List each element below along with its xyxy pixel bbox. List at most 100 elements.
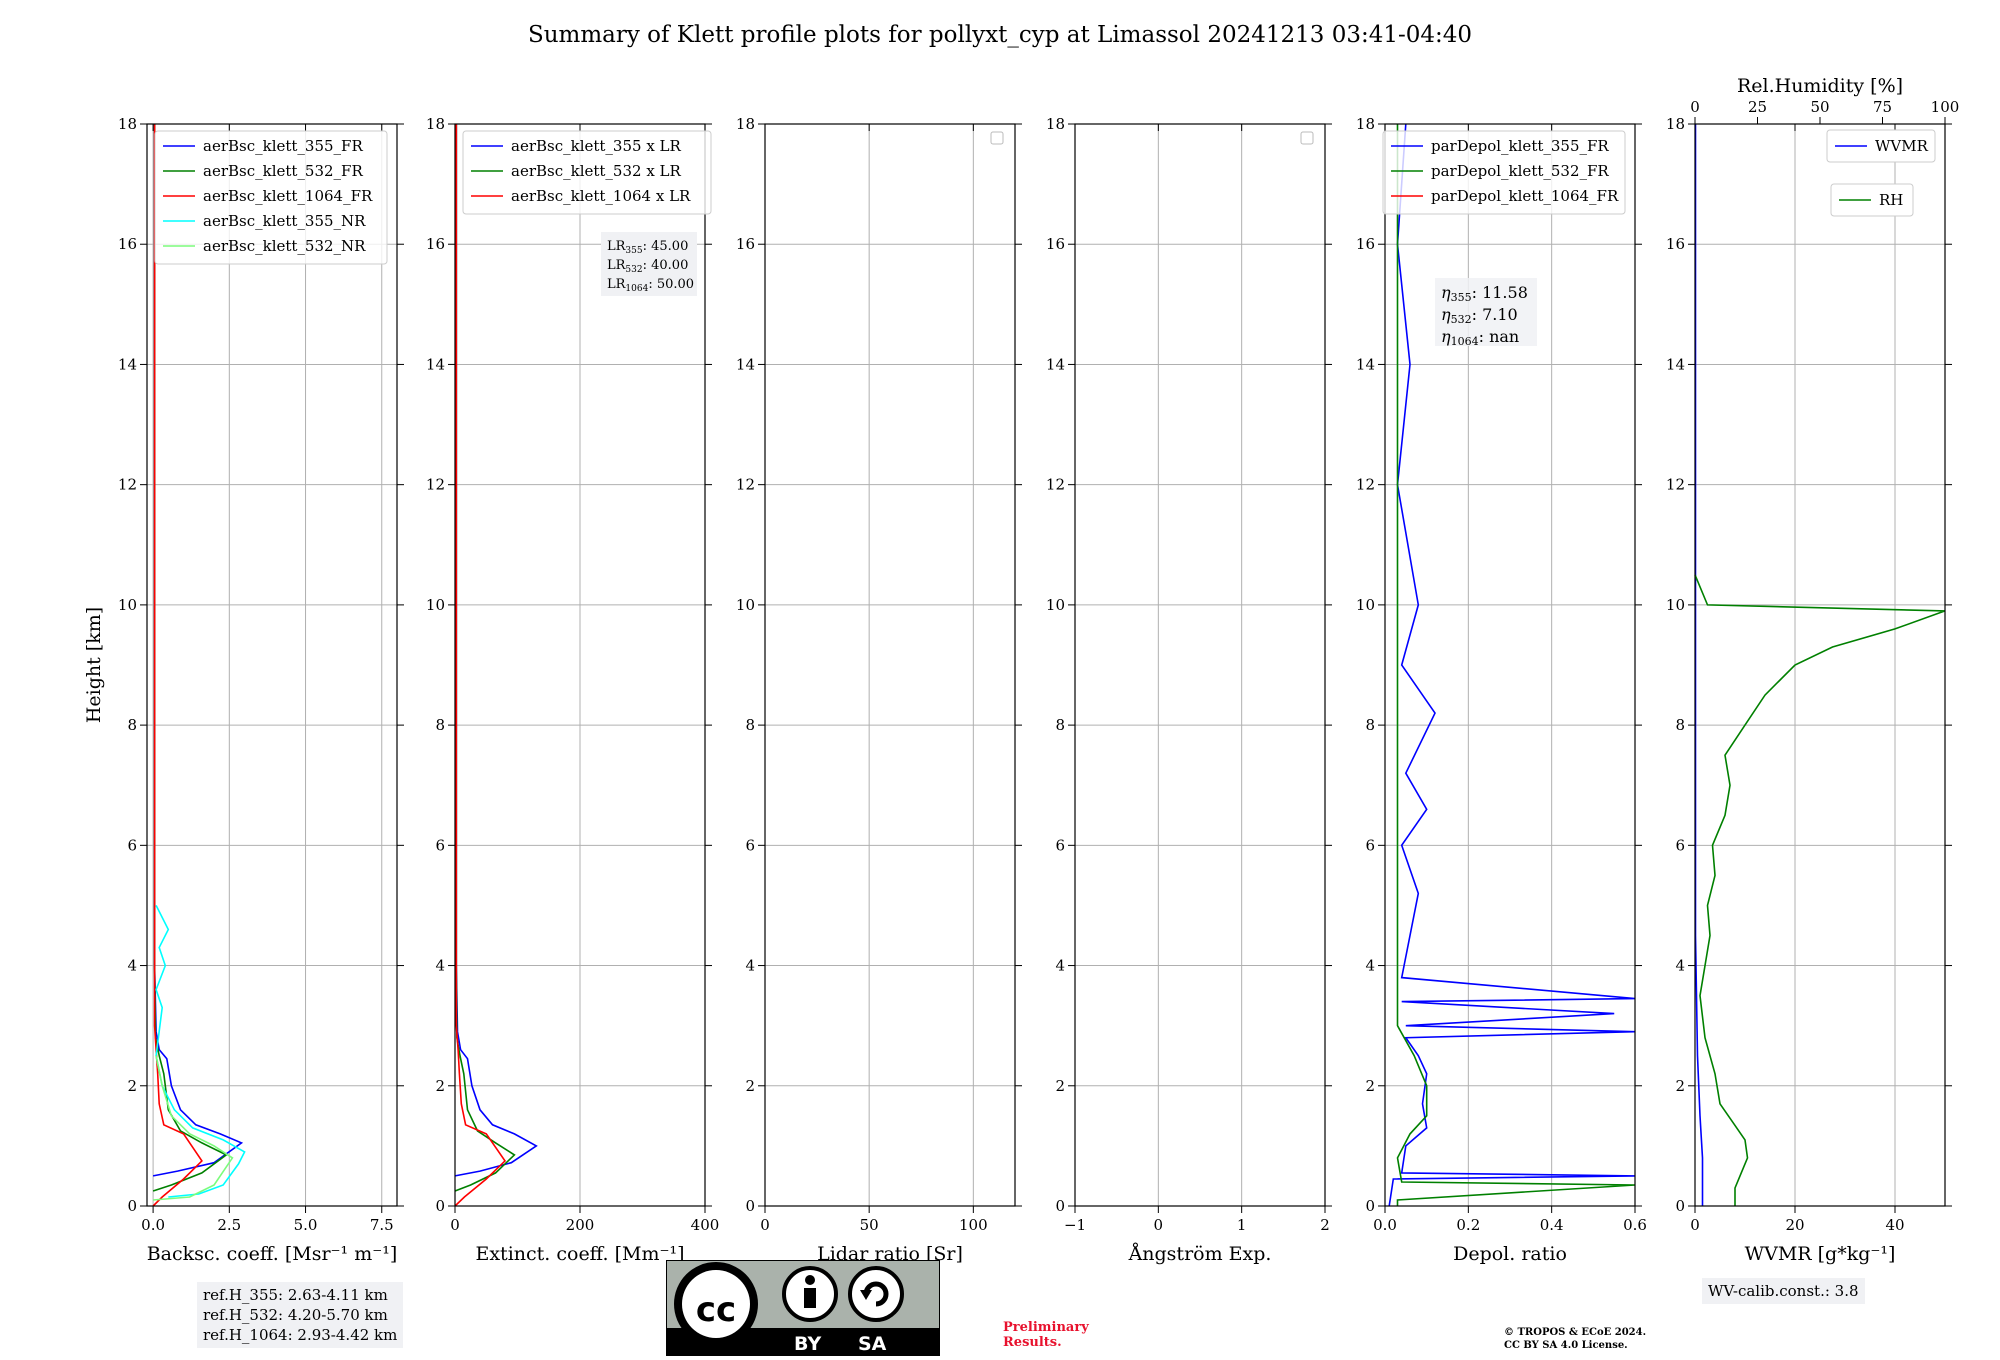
legend-entry: aerBsc_klett_532_FR bbox=[203, 162, 363, 180]
xtick-label: 200 bbox=[566, 1216, 595, 1234]
series-parDepol_klett_532_FR bbox=[1396, 124, 1636, 1206]
ytick-label: 6 bbox=[1055, 836, 1065, 854]
legend-entry: parDepol_klett_1064_FR bbox=[1431, 187, 1619, 205]
copyright-note: © TROPOS & ECoE 2024. CC BY SA 4.0 Licen… bbox=[1504, 1326, 1646, 1352]
ytick-label: 8 bbox=[1675, 716, 1685, 734]
ytick-label: 0 bbox=[1055, 1197, 1065, 1215]
cc-badge-cc-text: cc bbox=[695, 1290, 737, 1330]
ref-height-355: ref.H_355: 2.63-4.11 km bbox=[203, 1286, 388, 1304]
ytick-label: 2 bbox=[1675, 1077, 1685, 1095]
ytick-label: 0 bbox=[1365, 1197, 1375, 1215]
empty-legend-box bbox=[1300, 131, 1314, 145]
ytick-label: 16 bbox=[1666, 235, 1685, 253]
reference-height-box: ref.H_355: 2.63-4.11 km ref.H_532: 4.20-… bbox=[197, 1282, 404, 1348]
ytick-label: 0 bbox=[1675, 1197, 1685, 1215]
axes-frame bbox=[1384, 123, 1636, 1207]
xtick-label: 0 bbox=[450, 1216, 460, 1234]
legend-entry: aerBsc_klett_1064 x LR bbox=[511, 187, 691, 205]
series-aerBsc_klett_1064_FR bbox=[152, 124, 203, 1207]
xtick-label: 0.6 bbox=[1623, 1216, 1647, 1234]
ytick-label: 14 bbox=[1046, 355, 1065, 373]
xtick-label: 400 bbox=[691, 1216, 720, 1234]
xaxis-label: Depol. ratio bbox=[1453, 1243, 1567, 1265]
ytick-label: 2 bbox=[745, 1077, 755, 1095]
series-parDepol_klett_355_FR bbox=[1388, 123, 1636, 1207]
ytick-label: 8 bbox=[435, 716, 445, 734]
ytick-label: 14 bbox=[1356, 355, 1375, 373]
ytick-label: 4 bbox=[1675, 957, 1685, 975]
preliminary-results-note: Preliminary Results. bbox=[1003, 1320, 1089, 1350]
xtick-label: 100 bbox=[959, 1216, 988, 1234]
series-WVMR bbox=[1694, 124, 1704, 1206]
empty-legend-box bbox=[990, 131, 1004, 145]
ytick-label: 12 bbox=[1666, 476, 1685, 494]
xtick-label: 1 bbox=[1237, 1216, 1247, 1234]
xaxis-label: Extinct. coeff. [Mm⁻¹] bbox=[475, 1243, 684, 1265]
panel-backscatter: 0 2 4 6 8 10 12 14 16 18 0.0 2.5 5.0 7.5 Backsc. coeff… bbox=[83, 115, 404, 1265]
eta-532: η532: 7.10 bbox=[1441, 305, 1518, 326]
ytick-label: 10 bbox=[1046, 596, 1065, 614]
ytick-label: 18 bbox=[1046, 115, 1065, 133]
top-xtick-label: 75 bbox=[1873, 98, 1892, 116]
ytick-label: 8 bbox=[127, 716, 137, 734]
copyright-line-2: CC BY SA 4.0 License. bbox=[1504, 1340, 1628, 1351]
sa-arrow-head bbox=[860, 1290, 872, 1300]
ytick-label: 4 bbox=[745, 957, 755, 975]
ytick-label: 10 bbox=[1356, 596, 1375, 614]
series-aerBsc_klett_532 x LR bbox=[454, 124, 516, 1192]
ytick-label: 14 bbox=[1666, 355, 1685, 373]
axes-frame bbox=[146, 123, 398, 1207]
ytick-label: 2 bbox=[435, 1077, 445, 1095]
ytick-label: 6 bbox=[1675, 836, 1685, 854]
ytick-label: 8 bbox=[745, 716, 755, 734]
legend-entry: parDepol_klett_355_FR bbox=[1431, 137, 1609, 155]
ytick-label: 12 bbox=[426, 476, 445, 494]
xtick-label: 2.5 bbox=[217, 1216, 241, 1234]
legend-entry: aerBsc_klett_1064_FR bbox=[203, 187, 373, 205]
legend-box bbox=[1830, 183, 1914, 217]
preliminary-line-1: Preliminary bbox=[1003, 1320, 1089, 1335]
series-aerBsc_klett_355_NR bbox=[155, 905, 246, 1198]
ytick-label: 2 bbox=[1055, 1077, 1065, 1095]
panel-extinction: 0 2 4 6 8 10 12 14 16 18 0 200 400 Extinct. coeff. [M… bbox=[426, 115, 719, 1265]
ytick-label: 2 bbox=[127, 1077, 137, 1095]
top-xtick-label: 25 bbox=[1748, 98, 1767, 116]
preliminary-line-2: Results. bbox=[1003, 1335, 1062, 1350]
ref-height-532: ref.H_532: 4.20-5.70 km bbox=[203, 1306, 388, 1324]
legend-entry: aerBsc_klett_355_NR bbox=[203, 212, 366, 230]
series-aerBsc_klett_355 x LR bbox=[454, 124, 538, 1177]
copyright-line-1: © TROPOS & ECoE 2024. bbox=[1504, 1327, 1647, 1338]
ytick-label: 10 bbox=[1666, 596, 1685, 614]
sa-arrow-arc bbox=[863, 1281, 889, 1307]
panel-wvmr: 0 2 4 6 8 10 12 14 16 18 0 20 40 WVMR [g*kg⁻¹] 0 25 50 75… bbox=[1666, 75, 1959, 1265]
cc-badge-sa-text: SA bbox=[858, 1333, 887, 1355]
ytick-label: 16 bbox=[426, 235, 445, 253]
xtick-label: 50 bbox=[860, 1216, 879, 1234]
legend-entry: aerBsc_klett_355 x LR bbox=[511, 137, 682, 155]
cc-license-badge bbox=[666, 1260, 940, 1356]
lidar-ratio-355: LR355: 45.00 bbox=[607, 239, 688, 256]
xtick-label: 0 bbox=[1690, 1216, 1700, 1234]
cc-circle-inner bbox=[682, 1270, 750, 1338]
by-person-head bbox=[805, 1275, 815, 1285]
ytick-label: 16 bbox=[1046, 235, 1065, 253]
ytick-label: 14 bbox=[118, 355, 137, 373]
xaxis-label: Backsc. coeff. [Msr⁻¹ m⁻¹] bbox=[147, 1243, 398, 1265]
by-person-body bbox=[804, 1288, 816, 1308]
top-xtick-label: 100 bbox=[1931, 98, 1960, 116]
xtick-label: 0 bbox=[1154, 1216, 1164, 1234]
legend-entry: aerBsc_klett_532 x LR bbox=[511, 162, 682, 180]
ytick-label: 6 bbox=[1365, 836, 1375, 854]
ytick-label: 12 bbox=[1356, 476, 1375, 494]
ytick-label: 8 bbox=[1055, 716, 1065, 734]
ytick-label: 0 bbox=[745, 1197, 755, 1215]
ytick-label: 4 bbox=[1365, 957, 1375, 975]
legend-box bbox=[462, 130, 712, 215]
ytick-label: 6 bbox=[127, 836, 137, 854]
sa-share-icon bbox=[848, 1266, 904, 1322]
ytick-label: 18 bbox=[118, 115, 137, 133]
legend-entry: RH bbox=[1879, 191, 1903, 209]
legend-box bbox=[1826, 129, 1936, 163]
ytick-label: 14 bbox=[426, 355, 445, 373]
